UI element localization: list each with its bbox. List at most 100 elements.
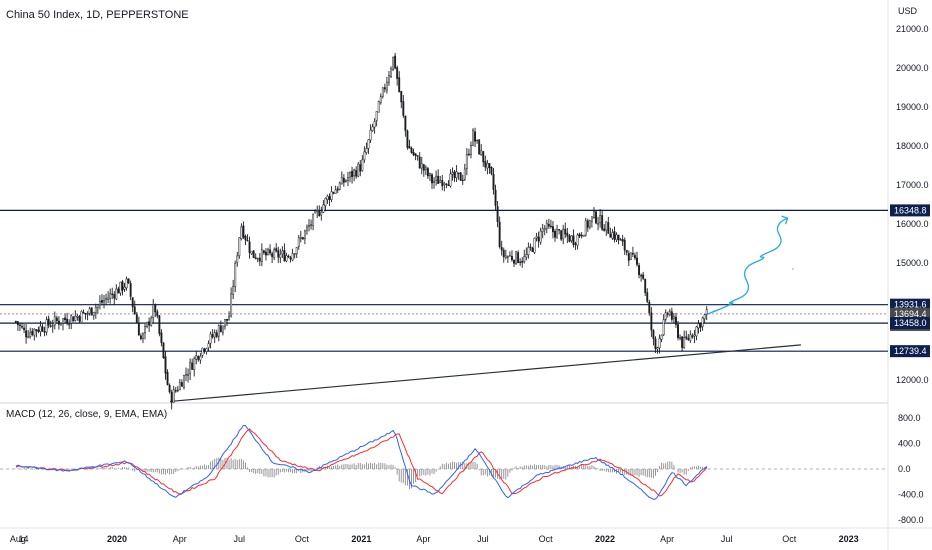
candle-body bbox=[115, 288, 118, 300]
candle-body bbox=[154, 304, 157, 313]
candle-body bbox=[552, 226, 554, 233]
candle-body bbox=[381, 87, 384, 97]
candle-body bbox=[82, 312, 85, 314]
candle-body bbox=[646, 292, 649, 302]
candle-body bbox=[443, 183, 446, 186]
candle-body bbox=[703, 314, 706, 320]
candle-body bbox=[677, 324, 679, 339]
candle-body bbox=[390, 68, 392, 77]
candle-body bbox=[396, 67, 399, 79]
candle-body bbox=[31, 330, 34, 335]
projection-arrow bbox=[781, 215, 789, 225]
candle-body bbox=[697, 323, 700, 329]
time-axis-label: 2023 bbox=[839, 534, 859, 544]
candle-body bbox=[129, 283, 132, 297]
candle-body bbox=[283, 250, 286, 262]
candle-body bbox=[541, 228, 544, 233]
candle-body bbox=[521, 261, 524, 263]
macd-indicator-label[interactable]: MACD (12, 26, close, 9, EMA, EMA) bbox=[6, 409, 168, 420]
candle-body bbox=[349, 171, 351, 178]
level-lines bbox=[0, 209, 888, 352]
candle-body bbox=[394, 55, 397, 69]
candle-body bbox=[101, 300, 103, 303]
price-tick-label: 17000.0 bbox=[896, 180, 929, 190]
candle-body bbox=[392, 56, 395, 70]
candle-body bbox=[215, 332, 218, 337]
candle-body bbox=[691, 335, 694, 338]
price-tick-label: 19000.0 bbox=[896, 102, 929, 112]
candle-body bbox=[209, 333, 212, 344]
candle-body bbox=[131, 297, 134, 308]
time-axis-label: Apr bbox=[660, 534, 674, 544]
candle-body bbox=[638, 265, 641, 276]
candle-body bbox=[498, 221, 501, 247]
symbol-title: China 50 Index, 1D, PEPPERSTONE bbox=[6, 9, 189, 21]
candle-body bbox=[256, 258, 259, 260]
candle-body bbox=[244, 235, 247, 241]
candle-body bbox=[441, 180, 444, 187]
candle-body bbox=[96, 304, 99, 308]
candle-body bbox=[414, 153, 417, 156]
candle-body bbox=[332, 192, 335, 194]
candle-body bbox=[664, 312, 667, 320]
candle-body bbox=[240, 226, 243, 240]
candle-body bbox=[207, 343, 210, 349]
candle-body bbox=[367, 139, 370, 149]
badge-background bbox=[890, 307, 930, 320]
candle-body bbox=[640, 275, 643, 277]
candle-body bbox=[533, 238, 536, 253]
badge-background bbox=[890, 204, 930, 217]
time-axis-label: 14 bbox=[19, 534, 29, 544]
candle-body bbox=[590, 216, 593, 222]
candle-body bbox=[160, 332, 163, 343]
candle-body bbox=[297, 237, 300, 247]
price-tick-label: 15000.0 bbox=[896, 258, 929, 268]
candle-body bbox=[287, 255, 290, 258]
candle-body bbox=[334, 189, 337, 194]
candle-body bbox=[187, 374, 190, 376]
candle-body bbox=[64, 317, 67, 321]
candle-body bbox=[576, 234, 579, 246]
candle-body bbox=[629, 252, 632, 260]
candle-body bbox=[172, 389, 175, 403]
candle-body bbox=[92, 311, 95, 316]
candle-body bbox=[148, 321, 151, 326]
candle-body bbox=[447, 184, 450, 187]
candle-body bbox=[152, 304, 155, 319]
candle-body bbox=[43, 331, 46, 333]
candle-body bbox=[25, 330, 28, 338]
time-axis-label: 2020 bbox=[107, 534, 127, 544]
candle-body bbox=[310, 224, 313, 226]
candle-body bbox=[162, 342, 165, 359]
candle-body bbox=[527, 247, 530, 256]
candle-body bbox=[312, 213, 315, 226]
candle-body bbox=[336, 188, 339, 191]
candle-body bbox=[461, 179, 464, 182]
candle-body bbox=[137, 322, 140, 336]
candle-body bbox=[648, 302, 651, 313]
candle-body bbox=[681, 336, 684, 348]
candle-body bbox=[625, 250, 628, 253]
candle-body bbox=[19, 324, 21, 327]
candle-body bbox=[570, 235, 573, 241]
candle-body bbox=[601, 215, 604, 230]
candle-body bbox=[139, 335, 142, 339]
time-axis-label: Oct bbox=[295, 534, 310, 544]
candle-body bbox=[275, 248, 278, 252]
candle-body bbox=[488, 163, 491, 169]
badge-background bbox=[890, 317, 930, 330]
candle-body bbox=[226, 318, 228, 321]
candle-body bbox=[623, 239, 626, 251]
time-axis-label: Jul bbox=[477, 534, 489, 544]
candle-body bbox=[318, 210, 321, 217]
candle-body bbox=[326, 195, 329, 200]
candle-body bbox=[144, 326, 146, 334]
macd-tick-label: 400.0 bbox=[898, 439, 921, 449]
candle-body bbox=[523, 256, 526, 262]
candle-body bbox=[670, 311, 673, 320]
candle-body bbox=[554, 230, 556, 238]
candle-body bbox=[416, 155, 419, 157]
candle-body bbox=[146, 322, 149, 328]
candle-body bbox=[484, 161, 487, 168]
